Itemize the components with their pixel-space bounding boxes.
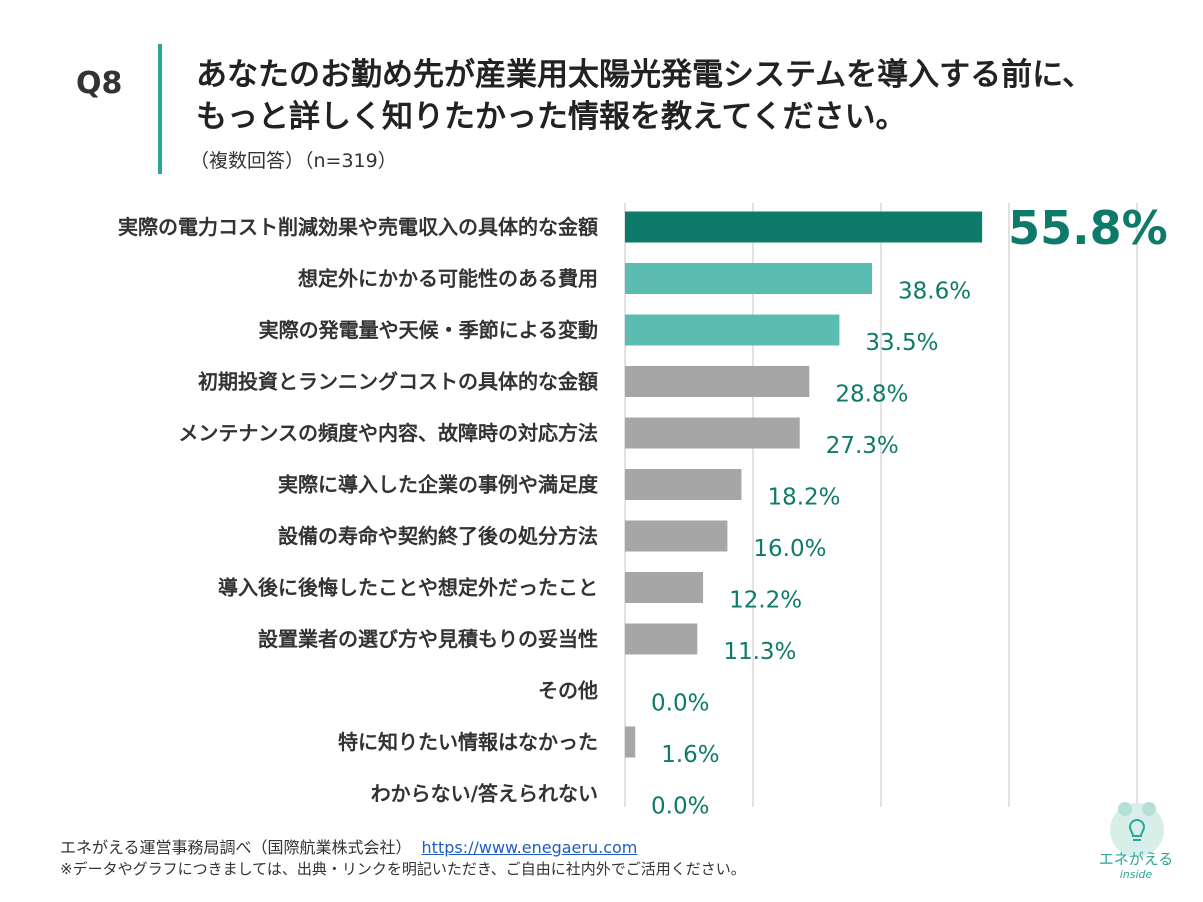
page-title: あなたのお勤め先が産業用太陽光発電システムを導入する前に、 もっと詳しく知りたか… [196, 54, 1093, 138]
subtitle: （複数回答）（n=319） [190, 150, 397, 172]
value-label: 18.2% [767, 485, 840, 511]
category-label: 実際の電力コスト削減効果や売電収入の具体的な金額 [118, 215, 598, 239]
accent-divider [158, 44, 162, 174]
bar [625, 623, 698, 655]
logo-sub: inside [1119, 868, 1153, 881]
source-text: エネがえる運営事務局調べ（国際航業株式会社） [60, 838, 412, 857]
category-label: 特に知りたい情報はなかった [338, 730, 598, 754]
bar [625, 417, 800, 449]
value-label: 55.8% [1008, 201, 1168, 255]
bar [625, 211, 983, 243]
category-label: 導入後に後悔したことや想定外だったこと [218, 576, 598, 600]
value-label: 16.0% [753, 536, 826, 562]
value-label: 1.6% [661, 742, 719, 768]
usage-note: ※データやグラフにつきましては、出典・リンクを明記いただき、ご自由に社内外でご活… [60, 860, 746, 878]
category-label: 設置業者の選び方や見積もりの妥当性 [258, 627, 598, 651]
value-label: 38.6% [898, 279, 971, 305]
category-label: 想定外にかかる可能性のある費用 [298, 267, 598, 291]
category-label: 設備の寿命や契約終了後の処分方法 [278, 524, 598, 548]
title-line-1: あなたのお勤め先が産業用太陽光発電システムを導入する前に、 [196, 57, 1094, 93]
value-label: 11.3% [723, 639, 796, 665]
bar [625, 572, 704, 603]
category-label: その他 [538, 679, 598, 703]
bar [625, 314, 840, 346]
value-label: 0.0% [651, 691, 709, 717]
question-number: Q8 [76, 66, 123, 101]
category-label: 実際に導入した企業の事例や満足度 [278, 473, 599, 497]
title-line-2: もっと詳しく知りたかった情報を教えてください。 [196, 99, 907, 135]
category-label: メンテナンスの頻度や内容、故障時の対応方法 [178, 421, 598, 445]
value-label: 28.8% [835, 382, 908, 408]
bar [625, 263, 873, 294]
category-label: わからない/答えられない [371, 782, 598, 806]
bar [625, 469, 742, 500]
value-label: 27.3% [826, 433, 899, 459]
category-label: 実際の発電量や天候・季節による変動 [259, 318, 598, 342]
category-label: 初期投資とランニングコストの具体的な金額 [198, 370, 598, 394]
bar-chart: 実際の電力コスト削減効果や売電収入の具体的な金額 55.8% 想定外にかかる可能性の… [118, 201, 1168, 816]
bar [625, 726, 636, 758]
value-label: 12.2% [729, 588, 802, 614]
bar [625, 520, 728, 552]
bar [625, 366, 810, 397]
value-label: 33.5% [865, 330, 938, 356]
source-line: エネがえる運営事務局調べ（国際航業株式会社） https://www.enegae… [60, 834, 637, 858]
value-label: 0.0% [651, 794, 709, 816]
logo-name: エネがえる [1098, 850, 1174, 868]
source-link[interactable]: https://www.enegaeru.com [421, 838, 638, 857]
frog-bulb-icon [1110, 802, 1164, 857]
